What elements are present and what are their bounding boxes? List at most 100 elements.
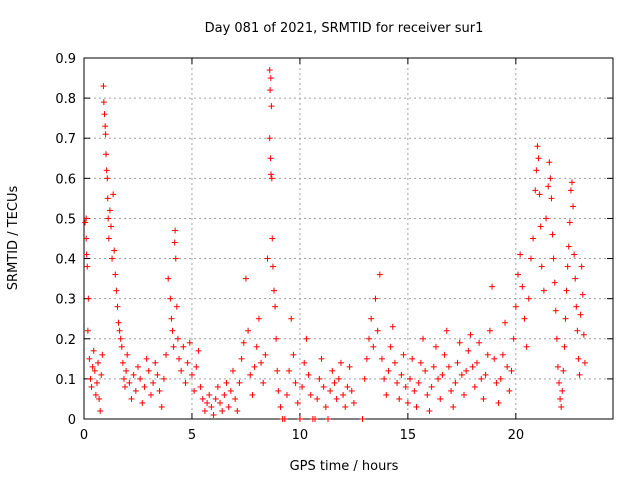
data-point bbox=[560, 367, 567, 374]
data-point bbox=[275, 387, 282, 394]
data-point bbox=[95, 359, 102, 366]
data-point bbox=[262, 351, 269, 358]
data-point bbox=[370, 343, 377, 350]
data-point bbox=[491, 355, 498, 362]
data-point bbox=[389, 323, 396, 330]
data-point bbox=[268, 175, 275, 182]
data-point bbox=[489, 283, 496, 290]
data-point bbox=[143, 355, 150, 362]
data-point bbox=[118, 343, 125, 350]
data-point bbox=[197, 383, 204, 390]
data-point bbox=[277, 403, 284, 410]
data-point bbox=[443, 327, 450, 334]
data-point bbox=[267, 171, 274, 178]
x-axis-label: GPS time / hours bbox=[290, 459, 399, 474]
data-point bbox=[402, 383, 409, 390]
data-point bbox=[109, 255, 116, 262]
data-point bbox=[465, 347, 472, 354]
data-point bbox=[478, 375, 485, 382]
data-point bbox=[437, 395, 444, 402]
data-point bbox=[348, 387, 355, 394]
data-point bbox=[274, 367, 281, 374]
data-point bbox=[102, 123, 109, 130]
data-point bbox=[294, 399, 301, 406]
data-point bbox=[564, 263, 571, 270]
data-point bbox=[329, 367, 336, 374]
data-point bbox=[556, 379, 563, 386]
data-point bbox=[422, 367, 429, 374]
data-point bbox=[553, 335, 560, 342]
data-point bbox=[266, 67, 273, 74]
x-tick-label: 15 bbox=[400, 428, 417, 443]
data-point bbox=[128, 395, 135, 402]
data-point bbox=[456, 339, 463, 346]
data-point bbox=[536, 191, 543, 198]
data-point bbox=[110, 191, 117, 198]
data-point bbox=[450, 403, 457, 410]
data-point bbox=[307, 391, 314, 398]
data-point bbox=[579, 291, 586, 298]
data-point bbox=[387, 343, 394, 350]
data-point bbox=[170, 343, 177, 350]
data-point bbox=[163, 351, 170, 358]
data-point bbox=[112, 271, 119, 278]
data-point bbox=[145, 367, 152, 374]
data-point bbox=[557, 395, 564, 402]
data-point bbox=[512, 303, 519, 310]
data-point bbox=[527, 255, 534, 262]
data-point bbox=[268, 103, 275, 110]
data-point bbox=[424, 391, 431, 398]
data-point bbox=[495, 399, 502, 406]
data-point bbox=[88, 383, 95, 390]
data-point bbox=[267, 75, 274, 82]
data-point bbox=[318, 355, 325, 362]
data-point bbox=[124, 351, 131, 358]
y-tick-label: 0.8 bbox=[55, 92, 76, 107]
data-point bbox=[286, 367, 293, 374]
data-point bbox=[171, 239, 178, 246]
data-point bbox=[581, 359, 588, 366]
data-point bbox=[571, 251, 578, 258]
data-point bbox=[547, 175, 554, 182]
data-point bbox=[432, 343, 439, 350]
data-point bbox=[182, 379, 189, 386]
data-point bbox=[283, 391, 290, 398]
axis-ticks: 0 0.1 0.2 0.3 0.4 0.5 0.6 0.7 0.8 0.9 0 5 10 15 20 bbox=[55, 52, 613, 443]
data-point bbox=[452, 379, 459, 386]
data-point bbox=[258, 359, 265, 366]
data-point bbox=[165, 275, 172, 282]
data-point bbox=[480, 395, 487, 402]
data-point bbox=[506, 387, 513, 394]
chart-title: Day 081 of 2021, SRMTID for receiver sur… bbox=[205, 21, 484, 36]
data-point bbox=[568, 179, 575, 186]
data-point bbox=[267, 87, 274, 94]
data-point bbox=[497, 375, 504, 382]
data-point bbox=[394, 379, 401, 386]
data-point bbox=[561, 343, 568, 350]
data-point bbox=[288, 315, 295, 322]
data-point bbox=[426, 407, 433, 414]
data-point bbox=[154, 371, 161, 378]
data-point bbox=[381, 375, 388, 382]
data-point bbox=[578, 263, 585, 270]
data-point bbox=[565, 243, 572, 250]
data-point bbox=[534, 143, 541, 150]
data-point bbox=[260, 379, 267, 386]
data-point bbox=[186, 339, 193, 346]
data-point bbox=[312, 416, 319, 422]
data-point bbox=[168, 315, 175, 322]
data-point bbox=[510, 335, 517, 342]
data-point bbox=[385, 367, 392, 374]
data-point bbox=[374, 327, 381, 334]
data-point bbox=[523, 343, 530, 350]
data-point bbox=[570, 203, 577, 210]
data-point bbox=[409, 355, 416, 362]
data-point bbox=[363, 355, 370, 362]
y-tick-label: 0 bbox=[68, 413, 76, 428]
data-point bbox=[517, 251, 524, 258]
data-point bbox=[535, 155, 542, 162]
data-point bbox=[473, 359, 480, 366]
data-point bbox=[236, 379, 243, 386]
data-point bbox=[106, 207, 113, 214]
data-point bbox=[174, 335, 181, 342]
